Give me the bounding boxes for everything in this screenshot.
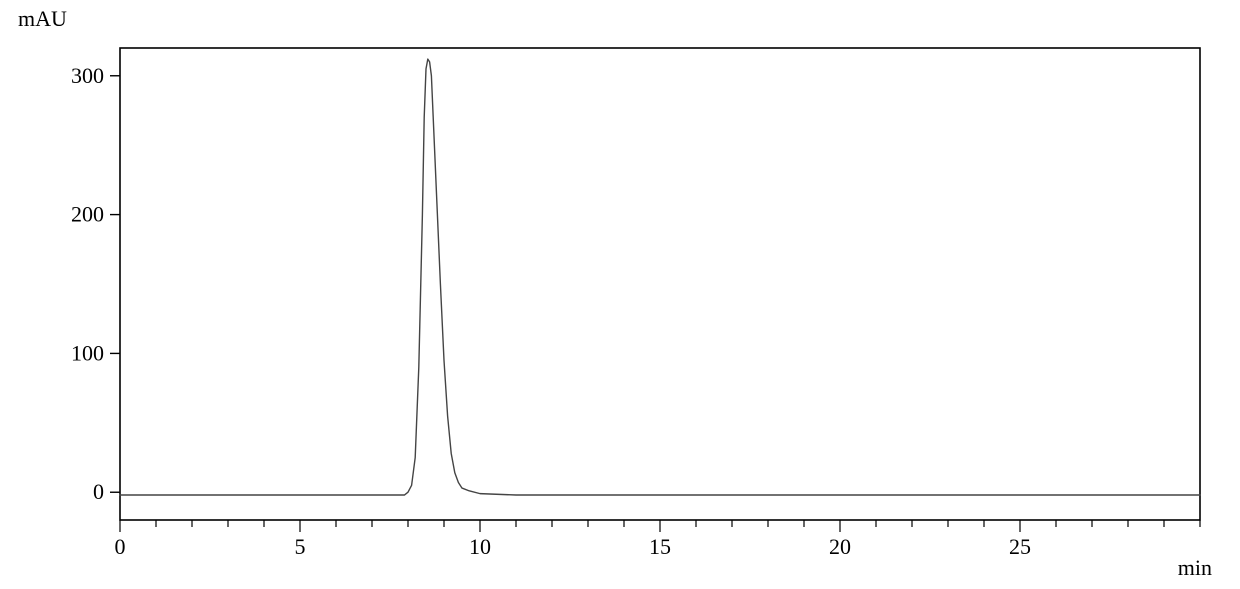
svg-text:5: 5 — [295, 534, 306, 559]
svg-text:25: 25 — [1009, 534, 1031, 559]
svg-text:20: 20 — [829, 534, 851, 559]
svg-text:100: 100 — [71, 340, 104, 365]
x-axis-label: min — [1178, 555, 1212, 581]
y-axis-label: mAU — [18, 6, 67, 32]
svg-text:10: 10 — [469, 534, 491, 559]
svg-text:300: 300 — [71, 63, 104, 88]
svg-text:15: 15 — [649, 534, 671, 559]
svg-text:200: 200 — [71, 202, 104, 227]
svg-text:0: 0 — [93, 479, 104, 504]
svg-text:0: 0 — [115, 534, 126, 559]
chart-container: mAU min 0 100 200 300 0 5 10 15 20 25 — [0, 0, 1240, 589]
chromatogram-chart: 0 100 200 300 0 5 10 15 20 25 — [0, 0, 1240, 589]
